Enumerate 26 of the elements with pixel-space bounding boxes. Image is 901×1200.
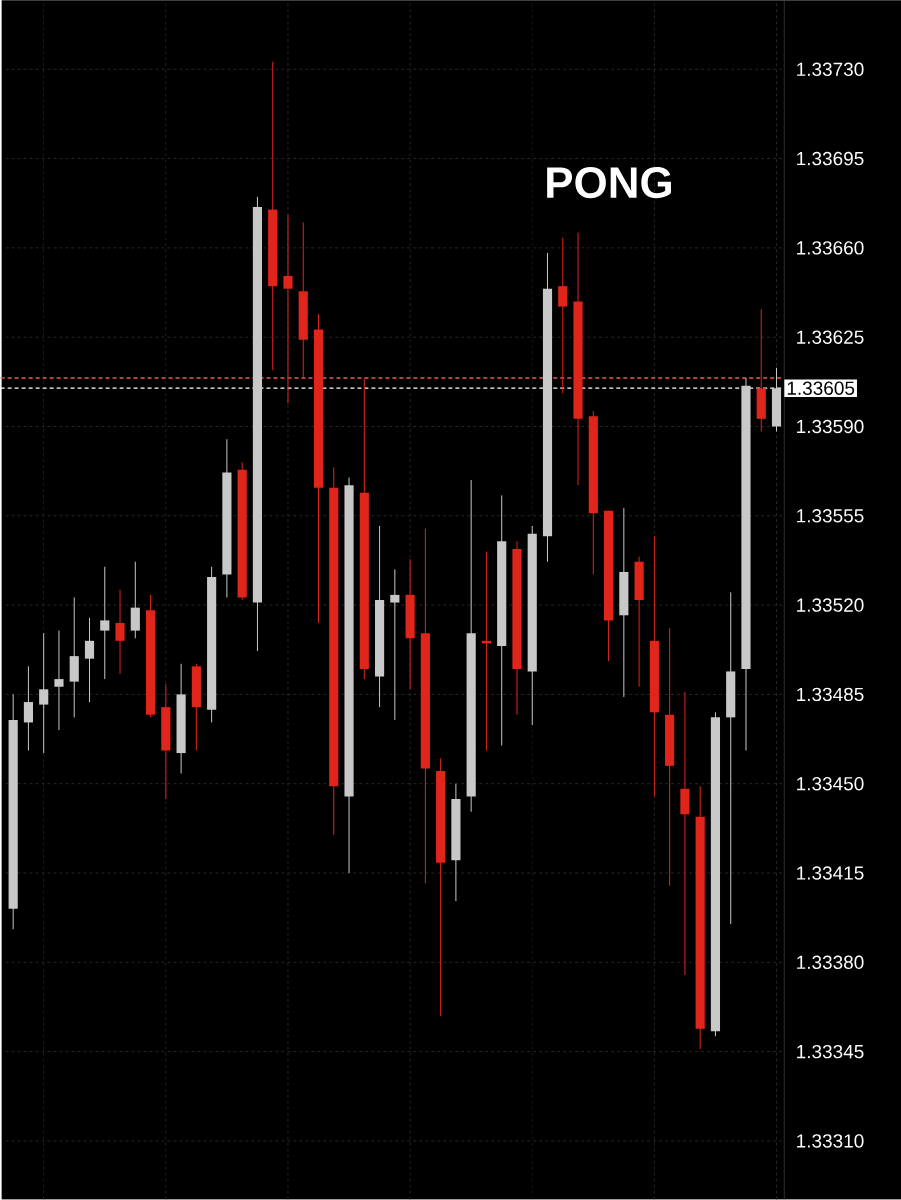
y-tick-label: 1.33450 (797, 776, 864, 791)
y-tick-label: 1.33345 (797, 1044, 864, 1059)
y-tick-label: 1.33695 (797, 151, 864, 166)
candlestick (390, 568, 400, 721)
candlestick (39, 632, 49, 754)
y-tick-label: 1.33380 (797, 955, 864, 970)
candlestick (130, 561, 140, 639)
y-tick-label: 1.33520 (797, 598, 864, 612)
candlestick (283, 214, 293, 405)
candlestick (558, 237, 568, 394)
candlestick (23, 665, 33, 752)
y-tick-label: 1.33310 (797, 1134, 864, 1148)
y-tick-label: 1.33590 (797, 419, 864, 434)
y-tick-label: 1.33625 (797, 330, 864, 344)
annotation: PONG (547, 167, 671, 199)
candlestick (115, 589, 125, 675)
y-tick-label: 1.33485 (797, 687, 864, 702)
candlestick (84, 617, 95, 703)
candlestick (680, 691, 690, 976)
y-tick-label: 1.33730 (797, 62, 864, 76)
y-tick-label: 1.33555 (797, 509, 864, 523)
ref-line-label: 1.33605 (787, 381, 855, 395)
y-tick-label: 1.33415 (797, 866, 864, 880)
candlestick (54, 630, 64, 731)
candlestick (100, 566, 110, 680)
y-tick-label: 1.33660 (797, 241, 864, 255)
